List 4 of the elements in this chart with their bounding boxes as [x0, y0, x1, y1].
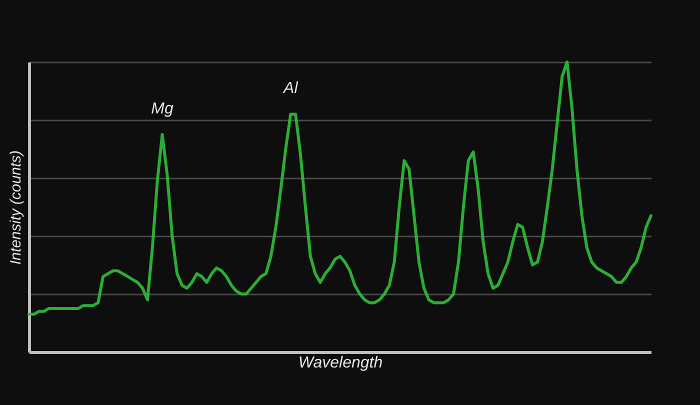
x-axis-title: Wavelength	[298, 354, 383, 372]
annotation: Mg	[151, 100, 174, 118]
annotation: Al	[282, 80, 298, 98]
y-axis-title: Intensity (counts)	[8, 150, 24, 265]
